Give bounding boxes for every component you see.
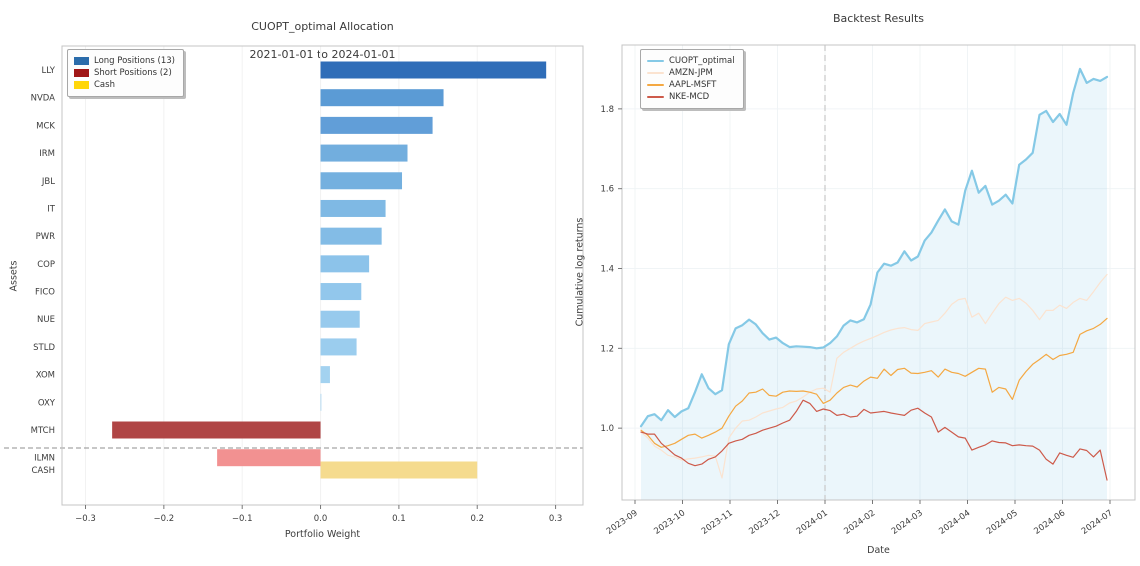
ytick-label: 1.4	[600, 265, 614, 275]
axes-spines	[61, 45, 584, 506]
ytick-label-ILMN: ILMN	[34, 454, 55, 464]
xtick-label: 2024-05	[985, 508, 1020, 537]
legend-label: Long Positions (13)	[94, 56, 175, 66]
legend-item-cuopt-optimal: CUOPT_optimal	[647, 56, 735, 66]
bar-JBL	[320, 172, 403, 190]
xtick-label: 2023-11	[700, 508, 735, 537]
axes-spines	[621, 44, 1136, 501]
xtick-label: 0.1	[392, 514, 406, 524]
legend-label: AMZN-JPM	[669, 68, 713, 78]
backtest-xlabel: Date	[867, 545, 890, 556]
xtick-label: 2023-10	[652, 508, 687, 537]
legend-label: AAPL-MSFT	[669, 80, 717, 90]
allocation-legend: Long Positions (13) Short Positions (2) Ca…	[67, 49, 184, 97]
series-fill-CUOPT_optimal	[641, 68, 1107, 501]
bar-MCK	[320, 116, 433, 134]
xtick-label: 2023-12	[747, 508, 782, 537]
series-line-CUOPT_optimal	[639, 67, 1109, 428]
bar-NVDA	[320, 89, 444, 107]
legend-line-icon	[647, 96, 664, 98]
backtest-chart-title: Backtest Results	[832, 12, 925, 25]
legend-item-aapl-msft: AAPL-MSFT	[647, 80, 735, 90]
legend-swatch-icon	[74, 81, 89, 89]
ytick-label-NUE: NUE	[37, 315, 55, 325]
ytick-label-OXY: OXY	[38, 398, 56, 408]
ytick-label-MTCH: MTCH	[31, 426, 55, 436]
bar-NUE	[320, 310, 360, 328]
legend-label: Short Positions (2)	[94, 68, 172, 78]
bar-FICO	[320, 283, 362, 301]
ytick-label-JBL: JBL	[41, 177, 55, 187]
xtick-label: 2024-02	[842, 508, 877, 537]
bar-ILMN	[217, 449, 321, 467]
legend-label: Cash	[94, 80, 115, 90]
ytick-label-COP: COP	[37, 260, 55, 270]
xtick-label: 0.3	[549, 514, 563, 524]
legend-swatch-icon	[74, 57, 89, 65]
backtest-legend: CUOPT_optimal AMZN-JPM AAPL-MSFT NKE-MCD	[640, 49, 744, 109]
xtick-label: −0.1	[232, 514, 253, 524]
legend-item-nke-mcd: NKE-MCD	[647, 92, 735, 102]
allocation-title-line2: 2021-01-01 to 2024-01-01	[249, 48, 396, 61]
series-line-AAPL-MSFT	[640, 317, 1108, 448]
ytick-label-LLY: LLY	[41, 66, 55, 76]
ytick-label-STLD: STLD	[33, 343, 55, 353]
legend-item-cash: Cash	[74, 80, 175, 90]
ytick-label-NVDA: NVDA	[31, 94, 56, 104]
series-line-AMZN-JPM	[640, 273, 1108, 479]
bar-LLY	[320, 61, 547, 79]
allocation-xlabel: Portfolio Weight	[284, 529, 361, 540]
xtick-label: 2023-09	[605, 508, 640, 537]
ytick-label: 1.0	[600, 424, 614, 434]
xtick-label: −0.3	[75, 514, 96, 524]
bar-PWR	[320, 227, 382, 245]
xtick-label: 0.2	[470, 514, 484, 524]
legend-item-long-positions-13-: Long Positions (13)	[74, 56, 175, 66]
legend-label: NKE-MCD	[669, 92, 710, 102]
ytick-label: 1.6	[600, 185, 614, 195]
bar-STLD	[320, 338, 357, 356]
bar-XOM	[320, 366, 330, 384]
series-line-NKE-MCD	[640, 399, 1108, 481]
bar-MTCH	[112, 421, 321, 439]
bar-IRM	[320, 144, 408, 162]
ytick-label-IT: IT	[47, 204, 56, 214]
legend-item-short-positions-2-: Short Positions (2)	[74, 68, 175, 78]
legend-item-amzn-jpm: AMZN-JPM	[647, 68, 735, 78]
legend-label: CUOPT_optimal	[669, 56, 735, 66]
allocation-title-line1: CUOPT_optimal Allocation	[251, 20, 394, 33]
ytick-label-PWR: PWR	[36, 232, 56, 242]
legend-line-icon	[647, 72, 664, 74]
xtick-label: 2024-03	[890, 508, 925, 537]
legend-swatch-icon	[74, 69, 89, 77]
xtick-label: 2024-01	[795, 508, 830, 537]
bar-COP	[320, 255, 370, 273]
bar-OXY	[320, 393, 322, 411]
ytick-label-FICO: FICO	[35, 288, 55, 298]
xtick-label: 0.0	[314, 514, 328, 524]
xtick-label: 2024-07	[1080, 508, 1115, 537]
allocation-chart-title: CUOPT_optimal Allocation 2021-01-01 to 2…	[62, 6, 583, 62]
ytick-label-XOM: XOM	[36, 371, 55, 381]
legend-line-icon	[647, 59, 664, 63]
ytick-label-CASH: CASH	[31, 466, 55, 476]
xtick-label: −0.2	[154, 514, 175, 524]
ytick-label-IRM: IRM	[39, 149, 55, 159]
bar-CASH	[320, 461, 478, 479]
legend-line-icon	[647, 84, 664, 86]
ytick-label: 1.2	[600, 344, 614, 354]
ytick-label-MCK: MCK	[36, 121, 55, 131]
bar-IT	[320, 199, 386, 217]
ytick-label: 1.8	[600, 105, 614, 115]
xtick-label: 2024-04	[937, 508, 972, 537]
xtick-label: 2024-06	[1032, 508, 1067, 537]
